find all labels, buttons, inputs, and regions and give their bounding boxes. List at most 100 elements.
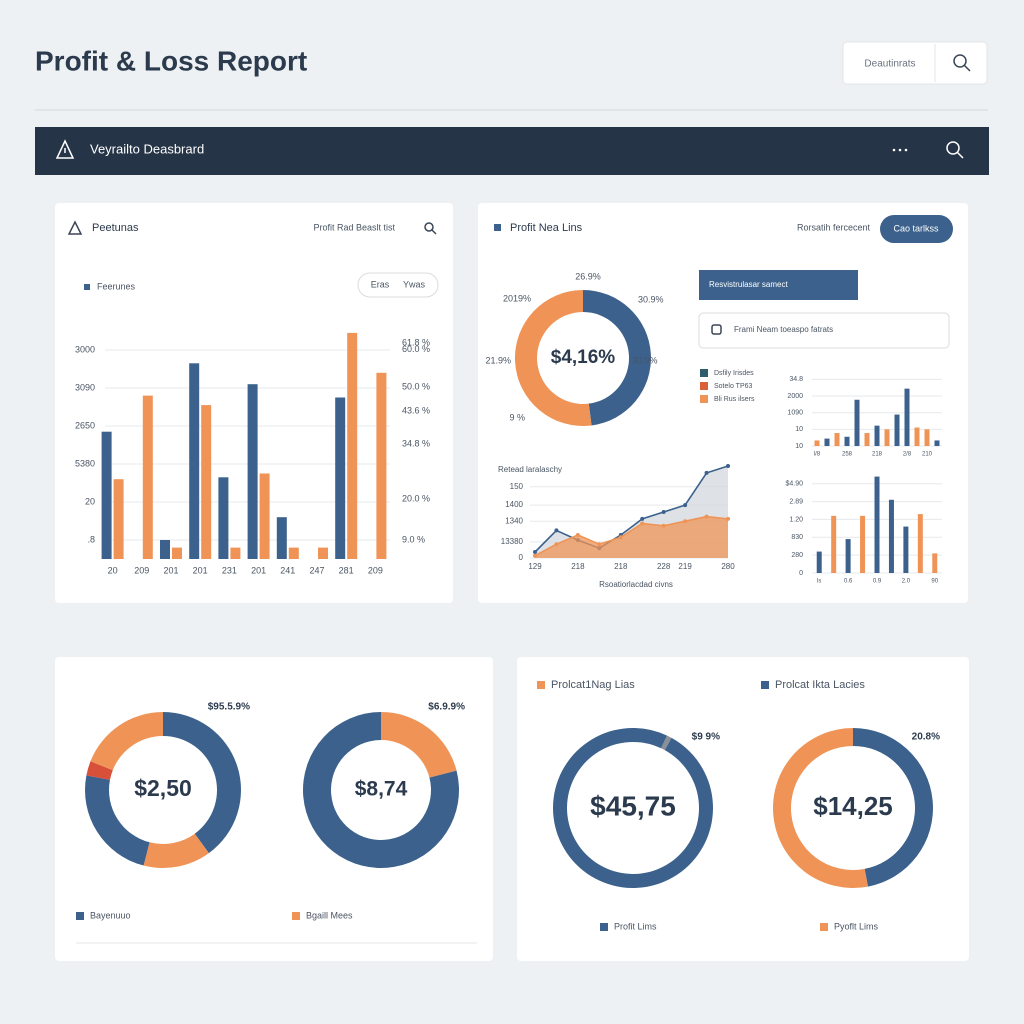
bar	[854, 399, 860, 446]
donut-segment	[633, 728, 668, 749]
legend-swatch	[292, 912, 300, 920]
donut-segment	[90, 712, 163, 771]
legend-label: Profit Lims	[614, 921, 657, 931]
input-icon	[711, 324, 722, 335]
y-tick-label: 150	[510, 482, 524, 491]
panel-title: Peetunas	[92, 222, 139, 234]
point	[618, 535, 623, 540]
bar	[860, 515, 866, 573]
donut-center: $8,74	[355, 778, 408, 801]
menu-dots[interactable]	[892, 148, 908, 152]
nav-icon	[55, 139, 75, 159]
y-tick-label: 0	[519, 553, 524, 562]
y-tick-label: .8	[87, 534, 95, 544]
bar	[172, 547, 182, 559]
x-axis-label: Rsoatiorlacdad civns	[599, 580, 673, 589]
point	[533, 553, 537, 558]
y-tick-label: 61.8 %	[402, 337, 430, 347]
y-tick-label: 13380	[501, 537, 524, 546]
y-tick-label: 10	[795, 426, 803, 433]
legend-swatch	[537, 681, 545, 689]
panel	[517, 657, 969, 961]
search-icon[interactable]	[953, 54, 971, 72]
x-tick-label: 231	[222, 565, 237, 575]
donut-segment	[143, 833, 209, 869]
select[interactable]	[699, 270, 858, 300]
donut-segment	[163, 712, 241, 854]
x-tick-label: 218	[571, 562, 585, 571]
y-tick-label: 10	[795, 443, 803, 450]
donut-annotation: 2019%	[503, 293, 531, 303]
point	[726, 516, 730, 521]
nav-title: Veyrailto Deasbrard	[90, 141, 204, 156]
panel-subtitle: Profit Rad Beaslt tist	[313, 222, 395, 232]
bar	[276, 517, 287, 559]
bar	[845, 539, 851, 573]
point	[640, 516, 645, 521]
donut-segment	[86, 761, 113, 780]
bar	[903, 526, 909, 573]
donut-center: $2,50	[134, 775, 192, 801]
donut-center: $14,25	[813, 791, 893, 821]
donut-center: $45,75	[590, 790, 676, 821]
x-tick-label: l/8	[814, 452, 821, 458]
y-tick-label: 34.8 %	[402, 438, 430, 448]
x-tick-label: 0.9	[873, 579, 882, 585]
bar	[101, 431, 112, 559]
bar	[816, 551, 822, 573]
x-tick-label: 218	[614, 562, 628, 571]
legend-swatch	[820, 923, 828, 931]
x-tick-label: 20	[108, 565, 118, 575]
toggle-option[interactable]: Eras	[371, 279, 390, 289]
x-tick-label: 90	[931, 579, 938, 585]
point	[726, 464, 730, 468]
legend-label: Bayenuuo	[90, 910, 131, 920]
legend-label: Feerunes	[97, 281, 136, 291]
x-tick-label: 219	[678, 562, 692, 571]
bar	[218, 477, 229, 559]
panel-icon	[494, 224, 501, 231]
bar	[201, 405, 212, 559]
line	[534, 465, 729, 553]
point	[554, 542, 559, 547]
button[interactable]	[880, 215, 953, 243]
bar	[917, 514, 923, 573]
x-tick-label: 228	[657, 562, 671, 571]
bar	[924, 429, 930, 446]
toggle-option[interactable]: Ywas	[403, 279, 426, 289]
donut-annotation: 26.9%	[575, 271, 601, 281]
legend-label: Prolcat Ikta Lacies	[775, 679, 865, 691]
x-tick-label: 281	[339, 565, 354, 575]
x-tick-label: 209	[368, 565, 383, 575]
legend-swatch	[700, 395, 708, 403]
y-tick-label: 20.0 %	[402, 494, 430, 504]
toggle[interactable]	[357, 272, 439, 298]
x-tick-label: 201	[163, 565, 178, 575]
point	[683, 519, 688, 524]
bar	[335, 397, 346, 559]
donut-segment	[381, 712, 457, 778]
bar	[844, 436, 850, 446]
y-tick-label: 50.0 %	[402, 381, 430, 391]
search-box[interactable]	[842, 41, 988, 85]
legend-label: Dsfily Irisdes	[714, 370, 754, 377]
y-tick-label: 34.8	[789, 376, 803, 383]
x-tick-label: 2.0	[902, 579, 911, 585]
nav-search[interactable]	[946, 141, 964, 159]
x-tick-label: 2/8	[903, 452, 912, 458]
bar	[831, 515, 837, 573]
x-tick-label: 0.6	[844, 579, 853, 585]
y-tick-label: 0	[799, 570, 803, 577]
legend-label: Pyoflt Lims	[834, 921, 879, 931]
donut-annotation: 30.9%	[638, 294, 664, 304]
x-tick-label: 129	[528, 562, 542, 571]
y-tick-label: 2650	[75, 420, 95, 430]
warning-icon	[67, 220, 83, 235]
page-title: Profit & Loss Report	[35, 45, 307, 76]
search-icon[interactable]	[424, 222, 437, 235]
point	[597, 542, 602, 547]
y-tick-label: 9.0 %	[402, 535, 425, 545]
bar	[932, 553, 938, 573]
input[interactable]	[698, 312, 950, 349]
legend-label: Bli Rus ilsers	[714, 396, 755, 403]
